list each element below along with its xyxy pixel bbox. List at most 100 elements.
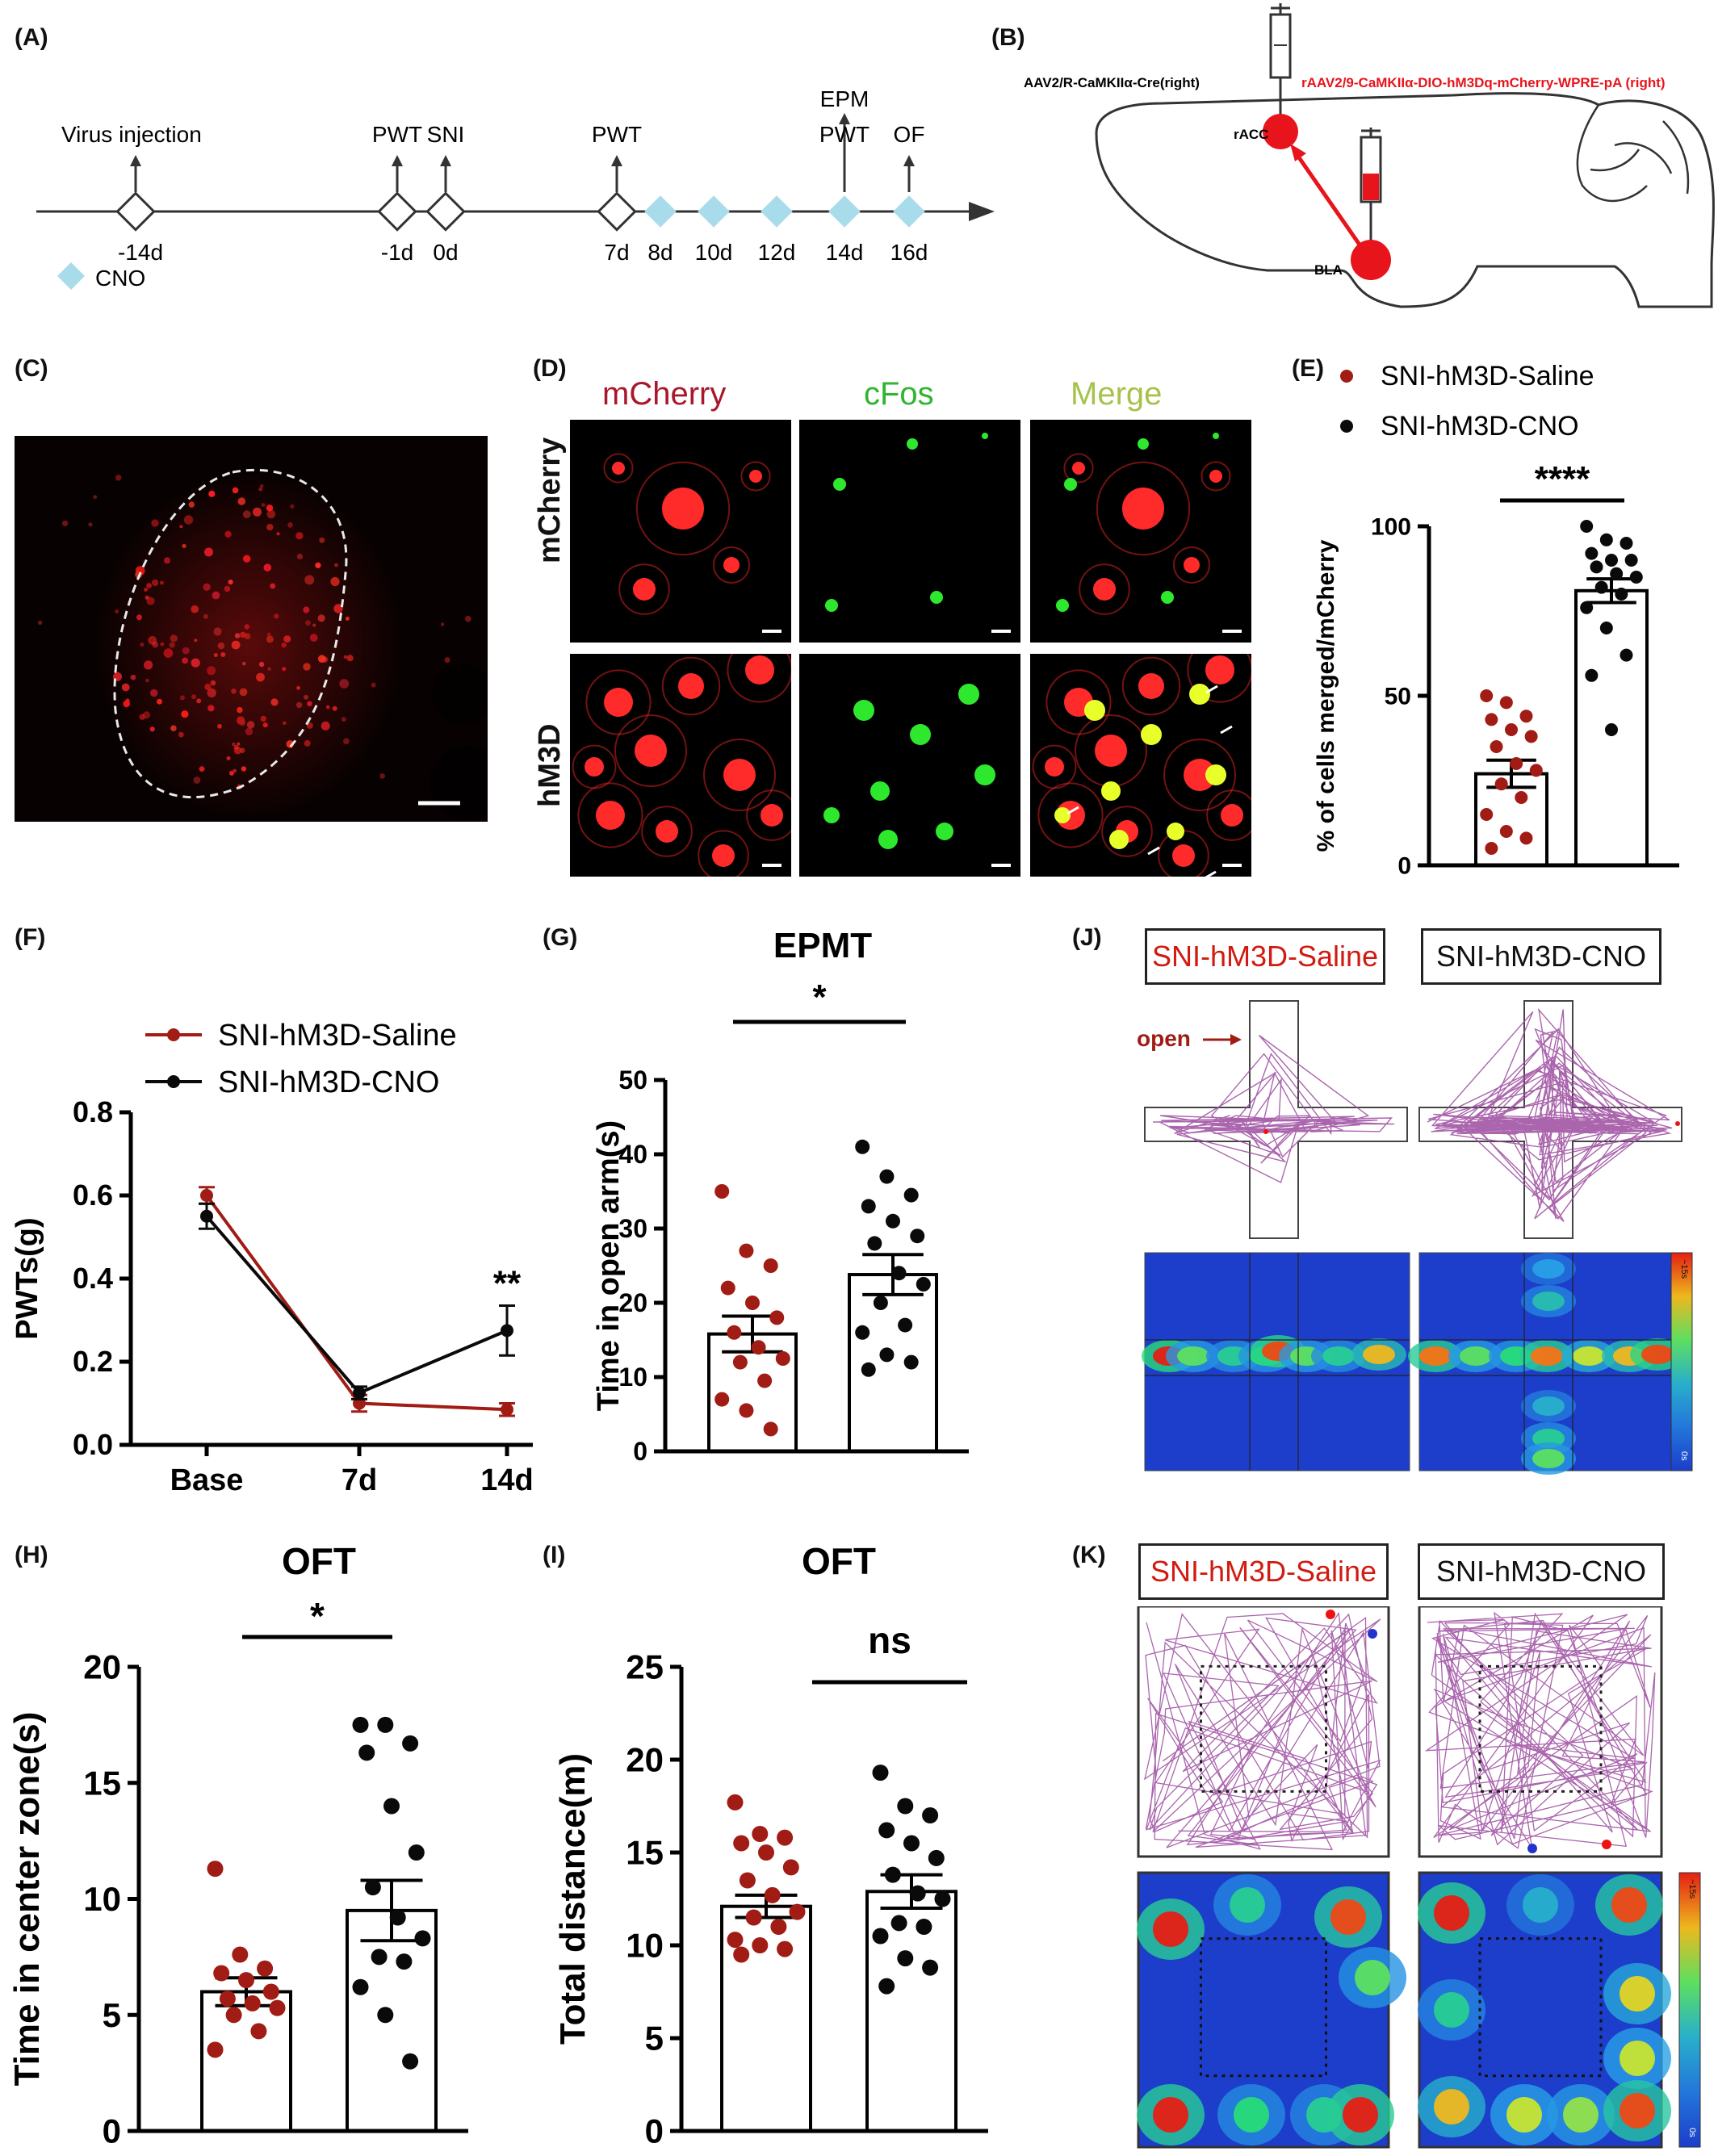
neuron-dot bbox=[144, 588, 149, 592]
neuron-dot bbox=[266, 635, 274, 643]
data-point-cno bbox=[1620, 537, 1633, 550]
y-tick-label: 5 bbox=[645, 2020, 664, 2058]
mcherry-cell bbox=[723, 759, 756, 791]
data-point-cno bbox=[891, 1266, 907, 1281]
racc-site bbox=[1263, 114, 1298, 149]
data-point-saline bbox=[733, 1946, 750, 1963]
timeline-day-label: 10d bbox=[695, 240, 733, 265]
timeline-event-label: Virus injection bbox=[61, 122, 202, 147]
background-dot bbox=[115, 475, 122, 481]
data-point-saline bbox=[257, 1960, 274, 1977]
cno-legend-diamond bbox=[57, 262, 85, 290]
cfos-cell bbox=[833, 478, 846, 491]
cfos-cell bbox=[1141, 724, 1162, 745]
heat-blob-core bbox=[1322, 1346, 1355, 1366]
mcherry-process bbox=[727, 654, 791, 703]
neuron-dot bbox=[321, 721, 330, 731]
heat-blob-core bbox=[1419, 1346, 1452, 1366]
heat-blob-core bbox=[1532, 1396, 1565, 1416]
heat-blob-core bbox=[1355, 1960, 1390, 1995]
neuron-dot bbox=[207, 705, 215, 712]
j-label-cno-text: SNI-hM3D-CNO bbox=[1435, 940, 1646, 973]
data-point-cno bbox=[922, 1959, 939, 1976]
background-dot bbox=[239, 719, 246, 726]
mcherry-cell bbox=[1184, 759, 1216, 791]
mcherry-process bbox=[618, 563, 670, 615]
mcherry-cell bbox=[745, 655, 774, 684]
neuron-dot bbox=[270, 583, 276, 589]
neuron-dot bbox=[274, 613, 279, 619]
y-tick-label: 0 bbox=[103, 2112, 121, 2150]
neuron-dot bbox=[191, 694, 196, 700]
data-point-cno bbox=[872, 1928, 889, 1945]
panel-label-h: (H) bbox=[15, 1542, 48, 1568]
bla-site bbox=[1351, 240, 1391, 280]
chart-h: 0 5 10 15 20 Time in center zone(s) OFT * bbox=[7, 1540, 468, 2150]
mcherry-cell bbox=[585, 757, 604, 777]
timeline-day-label: -1d bbox=[381, 240, 413, 265]
data-point-saline bbox=[1494, 777, 1508, 791]
data-point-cno bbox=[903, 1354, 919, 1370]
y-tick-label: 25 bbox=[626, 1648, 664, 1686]
data-point-cno bbox=[353, 1386, 366, 1400]
data-point-saline bbox=[1519, 710, 1533, 723]
neuron-dot bbox=[224, 530, 232, 538]
j-label-saline: SNI-hM3D-Saline bbox=[1145, 928, 1385, 985]
data-point-cno bbox=[1599, 533, 1613, 546]
start-marker bbox=[1326, 1610, 1335, 1619]
background-dot bbox=[88, 522, 93, 527]
mcherry-process bbox=[1045, 669, 1112, 735]
micrograph-d-r0-c0 bbox=[570, 420, 791, 643]
mcherry-cell bbox=[635, 735, 667, 767]
data-point-saline bbox=[232, 1946, 249, 1963]
data-point-cno bbox=[878, 1978, 895, 1995]
colorbar-max-label: ~15s bbox=[1687, 1879, 1697, 1899]
data-point-saline bbox=[1515, 791, 1528, 804]
j-track-panel: open ~15s 0s bbox=[1137, 1000, 1693, 1475]
y-tick-label: 0 bbox=[1397, 853, 1411, 880]
timeline-cno-diamond bbox=[698, 195, 730, 228]
neuron-dot bbox=[237, 706, 243, 714]
neuron-dot bbox=[232, 487, 239, 494]
k-label-cno: SNI-hM3D-CNO bbox=[1418, 1543, 1665, 1600]
data-point-cno bbox=[352, 1716, 369, 1733]
data-point-saline bbox=[1510, 757, 1523, 770]
data-point-saline bbox=[745, 1296, 760, 1310]
open-arm-arrowhead bbox=[1230, 1034, 1242, 1045]
neuron-dot bbox=[213, 653, 218, 658]
mcherry-process bbox=[1201, 461, 1231, 492]
neuron-dot bbox=[315, 562, 321, 568]
projection-arrowhead bbox=[1290, 144, 1306, 161]
neuron-dot bbox=[149, 726, 155, 732]
background-dot bbox=[93, 495, 98, 500]
data-point-cno bbox=[377, 2007, 394, 2024]
data-point-saline bbox=[714, 1184, 730, 1199]
data-point-cno bbox=[1580, 601, 1594, 614]
neuron-dot bbox=[309, 634, 318, 642]
mcherry-process bbox=[740, 461, 771, 492]
neuron-dot bbox=[164, 557, 170, 564]
data-point-saline bbox=[250, 2023, 267, 2040]
neuron-dot bbox=[304, 739, 311, 747]
timeline-tick-arrowhead bbox=[440, 155, 451, 166]
neuron-dot bbox=[212, 591, 220, 600]
data-point-cno bbox=[377, 1716, 394, 1733]
data-point-cno bbox=[1580, 520, 1594, 533]
timeline-event-diamond bbox=[115, 191, 156, 232]
data-point-cno bbox=[1590, 560, 1603, 574]
center-zone-outline bbox=[1200, 1937, 1327, 2078]
x-tick-label: 7d bbox=[342, 1463, 377, 1497]
data-point-cno bbox=[898, 1317, 913, 1333]
j-label-saline-text: SNI-hM3D-Saline bbox=[1151, 940, 1379, 973]
cfos-cell bbox=[910, 724, 931, 745]
neuron-dot bbox=[267, 667, 271, 671]
neuron-dot bbox=[160, 642, 165, 647]
data-point-cno bbox=[389, 1909, 406, 1926]
data-point-saline bbox=[1524, 730, 1538, 743]
open-field-outline bbox=[1137, 1606, 1390, 1858]
panel-label-d: (D) bbox=[533, 355, 567, 382]
neuron-dot bbox=[182, 543, 186, 549]
y-tick-label: 100 bbox=[1371, 514, 1411, 541]
timeline-tick-arrowhead bbox=[392, 155, 403, 166]
heat-blob-core bbox=[1363, 1345, 1395, 1364]
